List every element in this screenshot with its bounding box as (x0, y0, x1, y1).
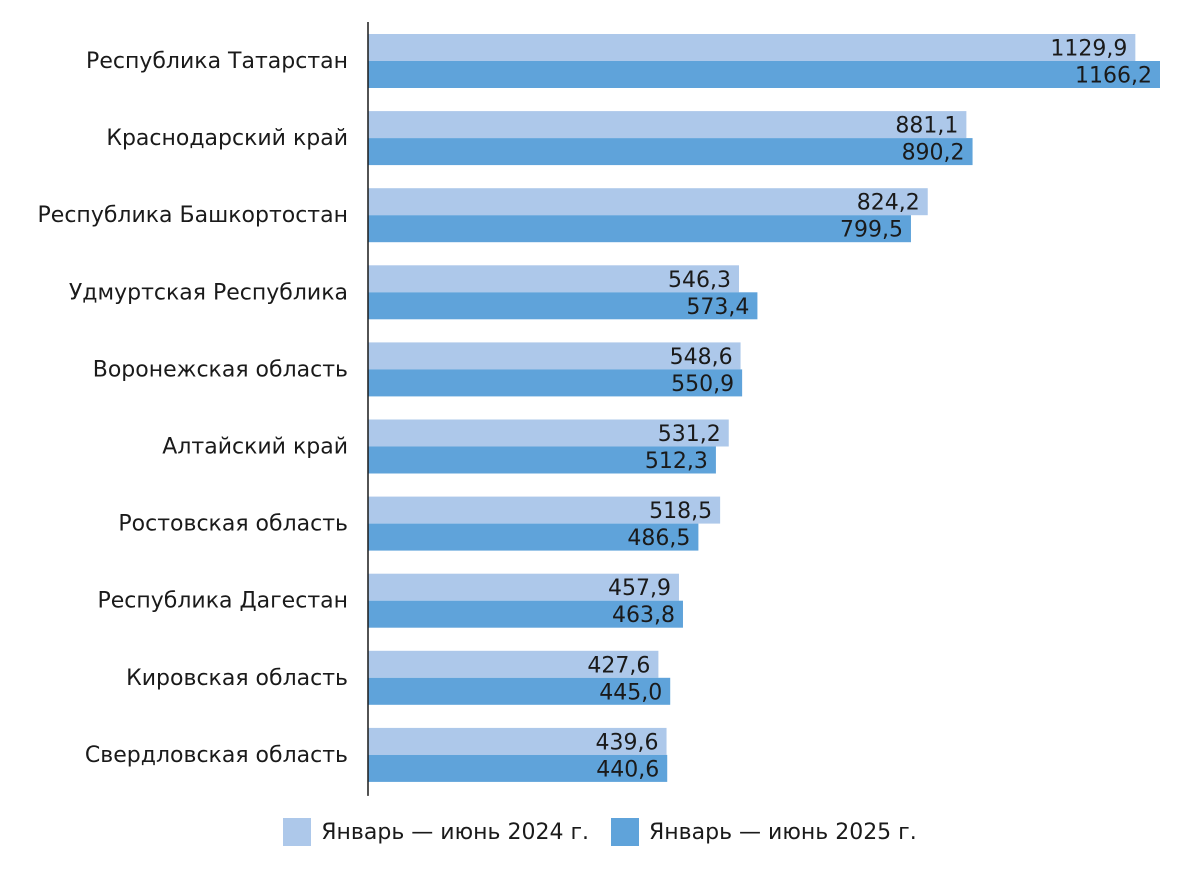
data-label: 457,9 (608, 576, 671, 601)
bar-2025 (368, 523, 699, 551)
legend-label-2025: Январь — июнь 2025 г. (649, 819, 917, 845)
data-label: 1166,2 (1075, 64, 1152, 89)
bar-2025 (368, 61, 1160, 88)
data-label: 518,5 (649, 499, 712, 524)
bar-2024 (368, 573, 679, 601)
data-label: 445,0 (599, 680, 662, 705)
data-label: 799,5 (840, 218, 903, 243)
bar-2024 (368, 342, 741, 370)
bar-2024 (368, 265, 740, 293)
data-label: 440,6 (596, 757, 659, 782)
data-label: 573,4 (686, 295, 749, 320)
data-label: 1129,9 (1050, 37, 1127, 62)
bar-2025 (368, 215, 911, 243)
bar-2024 (368, 34, 1136, 61)
category-label: Свердловская область (85, 743, 348, 768)
bar-2025 (368, 292, 758, 320)
category-label: Удмуртская Республика (69, 280, 348, 305)
category-label: Краснодарский край (106, 126, 348, 151)
category-label: Республика Дагестан (97, 589, 348, 614)
bar-2024 (368, 496, 721, 524)
legend-swatch-2024 (283, 818, 312, 846)
bar-2025 (368, 600, 683, 628)
legend: Январь — июнь 2024 г. Январь — июнь 2025… (0, 818, 1200, 846)
legend-swatch-2025 (611, 818, 639, 846)
bar-2025 (368, 754, 668, 782)
bar-2024 (368, 650, 659, 678)
data-label: 463,8 (612, 603, 675, 628)
bar-2025 (368, 369, 743, 397)
bar-2025 (368, 677, 671, 705)
data-label: 824,2 (857, 191, 920, 216)
category-label: Воронежская область (93, 357, 348, 382)
data-label: 546,3 (668, 268, 731, 293)
data-label: 881,1 (895, 114, 958, 139)
category-label: Алтайский край (162, 435, 348, 460)
data-label: 427,6 (587, 653, 650, 678)
data-label: 890,2 (902, 141, 965, 166)
bar-2025 (368, 446, 716, 474)
category-label: Республика Татарстан (86, 49, 348, 74)
data-label: 550,9 (671, 372, 734, 397)
data-label: 531,2 (658, 422, 721, 447)
bar-2025 (368, 138, 973, 166)
category-label: Ростовская область (118, 512, 348, 537)
bar-2024 (368, 727, 667, 755)
category-label: Республика Башкортостан (38, 203, 348, 228)
category-label: Кировская область (126, 666, 348, 691)
data-label: 439,6 (596, 730, 659, 755)
bar-2024 (368, 111, 967, 139)
data-label: 548,6 (670, 345, 733, 370)
bar-2024 (368, 419, 729, 447)
bar-2024 (368, 188, 928, 216)
legend-item-2024: Январь — июнь 2024 г. (283, 818, 589, 846)
legend-label-2024: Январь — июнь 2024 г. (321, 819, 589, 845)
data-label: 486,5 (627, 526, 690, 551)
data-label: 512,3 (645, 449, 708, 474)
legend-item-2025: Январь — июнь 2025 г. (611, 818, 917, 846)
